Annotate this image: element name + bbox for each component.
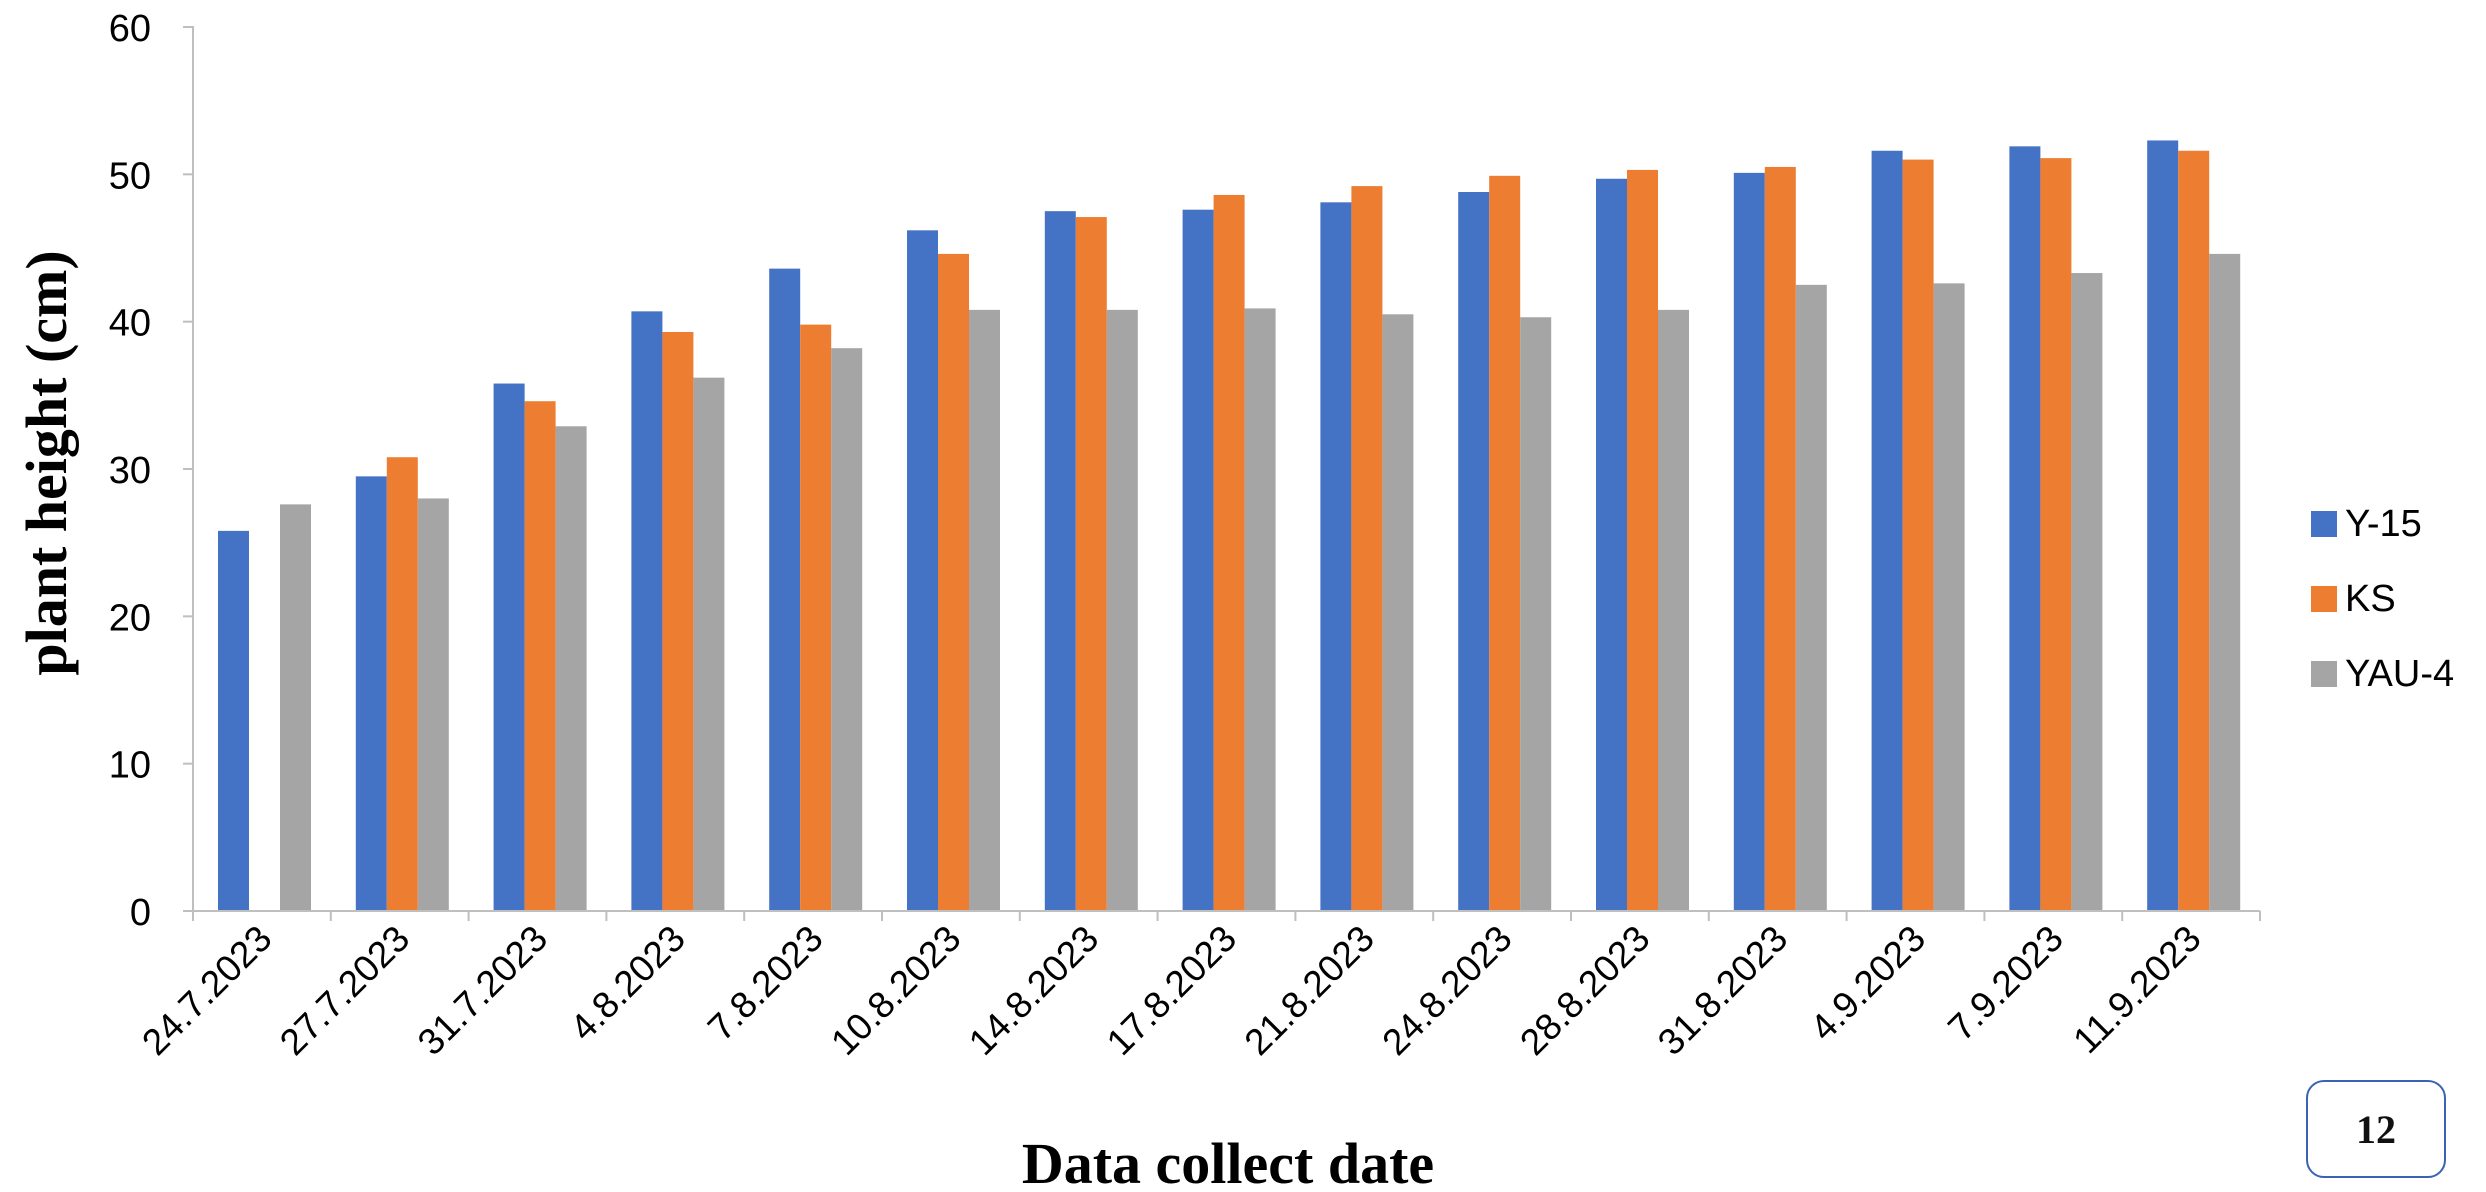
y-tick-label: 0 xyxy=(130,892,151,934)
x-tick-label: 28.8.2023 xyxy=(1512,918,1657,1063)
y-axis-title: plant height (cm) xyxy=(14,250,79,675)
bars-layer xyxy=(218,140,2241,912)
bar-yau-4-27.7.2023 xyxy=(417,498,449,911)
y-tick-label: 10 xyxy=(109,745,151,787)
y-tick-label: 50 xyxy=(109,155,151,197)
bar-y-15-27.7.2023 xyxy=(355,476,387,911)
x-tick-label: 21.8.2023 xyxy=(1237,918,1382,1063)
bar-ks-7.8.2023 xyxy=(800,324,832,911)
y-tick-label: 40 xyxy=(109,303,151,345)
bar-y-15-21.8.2023 xyxy=(1320,202,1352,911)
bar-y-15-24.7.2023 xyxy=(218,530,249,911)
legend-label-yau-4: YAU-4 xyxy=(2345,653,2454,695)
bar-y-15-14.8.2023 xyxy=(1044,211,1076,911)
bar-yau-4-7.9.2023 xyxy=(2071,273,2103,912)
x-tick-label: 7.9.2023 xyxy=(1940,918,2071,1049)
bar-ks-11.9.2023 xyxy=(2178,150,2210,911)
bar-yau-4-4.8.2023 xyxy=(693,377,725,911)
legend-swatch-ks xyxy=(2311,586,2337,612)
bar-yau-4-4.9.2023 xyxy=(1933,283,1965,911)
x-tick-label: 14.8.2023 xyxy=(961,918,1106,1063)
bar-yau-4-21.8.2023 xyxy=(1382,314,1414,911)
bar-y-15-7.9.2023 xyxy=(2009,146,2041,912)
bar-ks-28.8.2023 xyxy=(1627,169,1658,911)
bar-yau-4-24.7.2023 xyxy=(280,504,311,911)
y-tick-label: 30 xyxy=(109,450,151,492)
x-tick-label: 24.8.2023 xyxy=(1374,918,1519,1063)
legend-label-y-15: Y-15 xyxy=(2345,503,2422,545)
bar-yau-4-31.7.2023 xyxy=(555,426,587,911)
y-tick-label: 60 xyxy=(109,8,151,50)
bar-yau-4-31.8.2023 xyxy=(1795,284,1827,911)
bar-ks-21.8.2023 xyxy=(1351,186,1383,911)
bar-yau-4-10.8.2023 xyxy=(969,309,1000,911)
page-number-badge: 12 xyxy=(2306,1080,2446,1178)
bar-ks-4.8.2023 xyxy=(662,331,694,912)
bar-y-15-24.8.2023 xyxy=(1458,192,1490,912)
bar-ks-4.9.2023 xyxy=(1902,159,1934,912)
bar-y-15-31.8.2023 xyxy=(1733,172,1765,912)
x-tick-label: 10.8.2023 xyxy=(823,918,968,1063)
x-tick-label: 11.9.2023 xyxy=(2065,918,2208,1061)
x-tick-label: 7.8.2023 xyxy=(700,918,831,1049)
x-axis-title: Data collect date xyxy=(1022,1131,1434,1192)
bar-ks-7.9.2023 xyxy=(2040,158,2072,912)
legend-label-ks: KS xyxy=(2345,578,2396,620)
bar-y-15-10.8.2023 xyxy=(907,230,938,911)
bar-yau-4-7.8.2023 xyxy=(831,348,863,912)
bar-y-15-4.9.2023 xyxy=(1871,150,1903,911)
legend-swatch-y-15 xyxy=(2311,511,2337,537)
x-tick-label: 17.8.2023 xyxy=(1099,918,1244,1063)
bar-y-15-17.8.2023 xyxy=(1182,209,1214,911)
x-tick-label: 31.8.2023 xyxy=(1650,918,1795,1063)
bar-ks-14.8.2023 xyxy=(1075,217,1107,911)
x-tick-label: 27.7.2023 xyxy=(272,918,417,1063)
bar-yau-4-28.8.2023 xyxy=(1658,309,1689,911)
bar-ks-24.8.2023 xyxy=(1489,175,1521,912)
bar-y-15-11.9.2023 xyxy=(2147,140,2179,912)
x-tick-label: 4.8.2023 xyxy=(562,918,693,1049)
bar-ks-10.8.2023 xyxy=(938,253,969,912)
x-tick-label: 4.9.2023 xyxy=(1802,918,1933,1049)
y-tick-label: 20 xyxy=(109,597,151,639)
x-tick-label: 31.7.2023 xyxy=(410,918,555,1063)
bar-ks-31.7.2023 xyxy=(524,401,556,911)
axes-layer xyxy=(183,26,2261,921)
bar-y-15-31.7.2023 xyxy=(493,383,525,912)
bar-yau-4-24.8.2023 xyxy=(1520,317,1552,911)
bar-yau-4-17.8.2023 xyxy=(1244,308,1276,911)
bar-yau-4-11.9.2023 xyxy=(2209,253,2241,912)
bar-ks-27.7.2023 xyxy=(386,457,418,911)
bar-yau-4-14.8.2023 xyxy=(1106,309,1138,911)
bar-y-15-4.8.2023 xyxy=(631,311,663,911)
bar-ks-31.8.2023 xyxy=(1764,166,1796,911)
bar-y-15-28.8.2023 xyxy=(1596,178,1627,912)
x-tick-label: 24.7.2023 xyxy=(134,918,279,1063)
bar-ks-17.8.2023 xyxy=(1213,194,1245,911)
bar-y-15-7.8.2023 xyxy=(769,268,801,911)
legend-swatch-yau-4 xyxy=(2311,661,2337,687)
legend: Y-15 KS YAU-4 xyxy=(2311,503,2454,695)
